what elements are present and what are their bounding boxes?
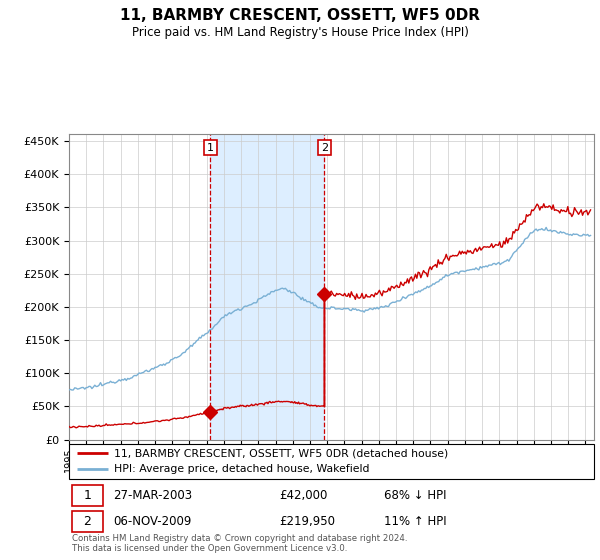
Text: Contains HM Land Registry data © Crown copyright and database right 2024.
This d: Contains HM Land Registry data © Crown c… (71, 534, 407, 553)
Bar (211, 134, 325, 440)
Text: HPI: Average price, detached house, Wakefield: HPI: Average price, detached house, Wake… (113, 464, 369, 474)
Text: 68% ↓ HPI: 68% ↓ HPI (384, 489, 446, 502)
Text: 1: 1 (83, 489, 91, 502)
Text: 11, BARMBY CRESCENT, OSSETT, WF5 0DR (detached house): 11, BARMBY CRESCENT, OSSETT, WF5 0DR (de… (113, 449, 448, 459)
Text: £42,000: £42,000 (279, 489, 328, 502)
Text: 06-NOV-2009: 06-NOV-2009 (113, 515, 192, 528)
Text: 27-MAR-2003: 27-MAR-2003 (113, 489, 193, 502)
Text: £219,950: £219,950 (279, 515, 335, 528)
Text: Price paid vs. HM Land Registry's House Price Index (HPI): Price paid vs. HM Land Registry's House … (131, 26, 469, 39)
Text: 1: 1 (207, 143, 214, 153)
FancyBboxPatch shape (71, 484, 103, 506)
Text: 2: 2 (83, 515, 91, 528)
FancyBboxPatch shape (71, 511, 103, 532)
Text: 2: 2 (321, 143, 328, 153)
FancyBboxPatch shape (69, 444, 594, 479)
Text: 11, BARMBY CRESCENT, OSSETT, WF5 0DR: 11, BARMBY CRESCENT, OSSETT, WF5 0DR (120, 8, 480, 24)
Text: 11% ↑ HPI: 11% ↑ HPI (384, 515, 446, 528)
